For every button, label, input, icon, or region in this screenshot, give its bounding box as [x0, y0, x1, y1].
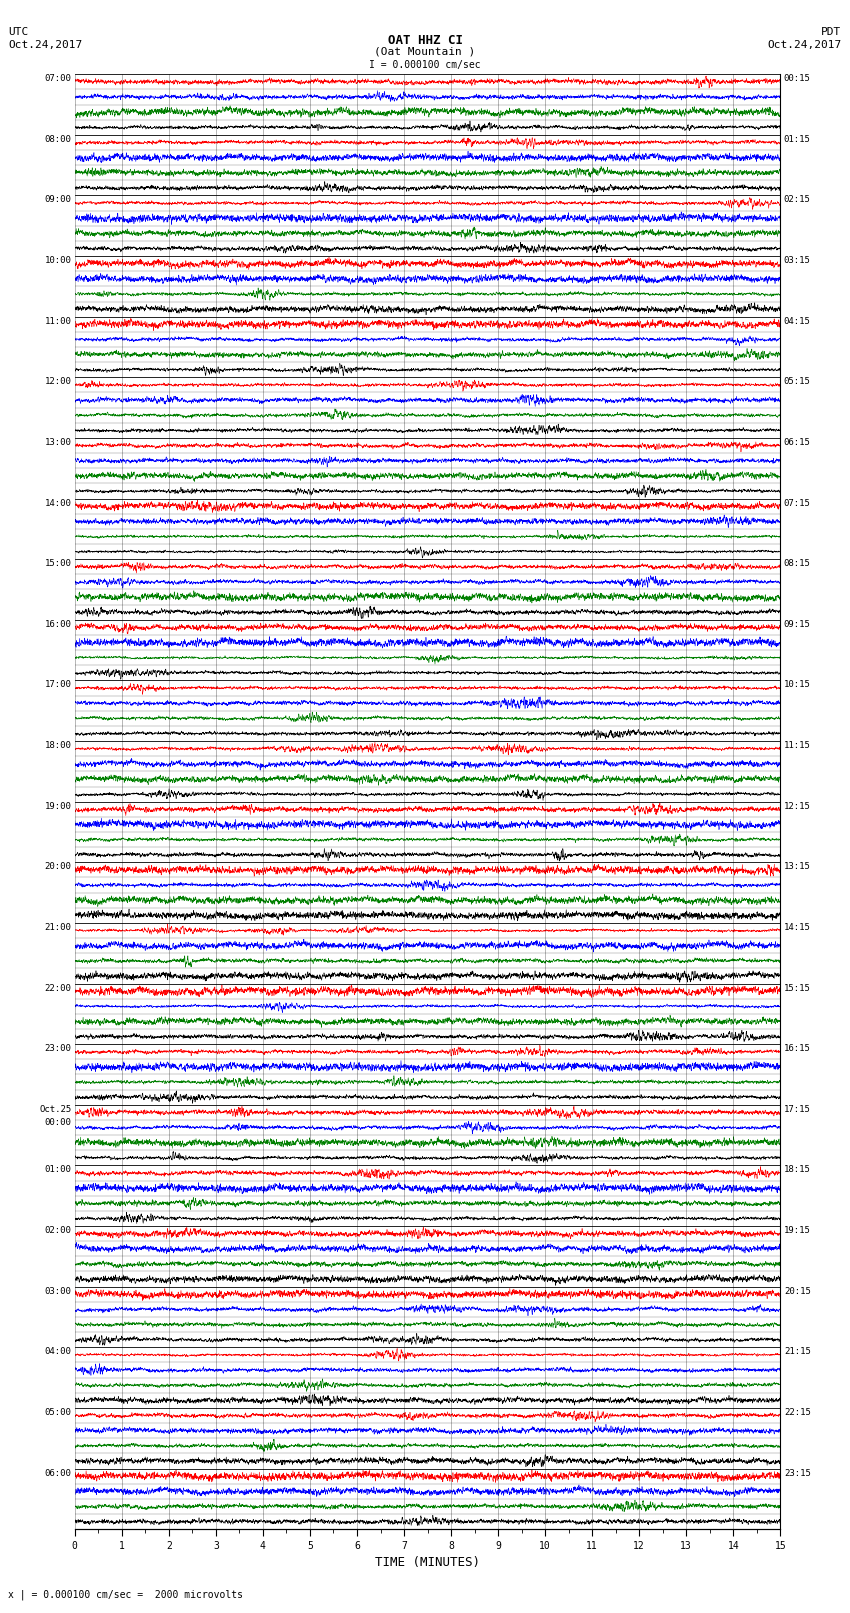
Text: 16:00: 16:00: [44, 619, 71, 629]
Text: 12:00: 12:00: [44, 377, 71, 386]
Text: 02:00: 02:00: [44, 1226, 71, 1236]
Text: 00:15: 00:15: [784, 74, 811, 84]
Text: 12:15: 12:15: [784, 802, 811, 811]
Text: 03:15: 03:15: [784, 256, 811, 265]
Text: 10:00: 10:00: [44, 256, 71, 265]
X-axis label: TIME (MINUTES): TIME (MINUTES): [375, 1557, 480, 1569]
Text: 15:00: 15:00: [44, 560, 71, 568]
Text: UTC: UTC: [8, 27, 29, 37]
Text: 09:15: 09:15: [784, 619, 811, 629]
Text: 07:00: 07:00: [44, 74, 71, 84]
Text: 05:15: 05:15: [784, 377, 811, 386]
Text: 04:00: 04:00: [44, 1347, 71, 1357]
Text: 08:15: 08:15: [784, 560, 811, 568]
Text: 18:15: 18:15: [784, 1165, 811, 1174]
Text: 14:00: 14:00: [44, 498, 71, 508]
Text: 21:00: 21:00: [44, 923, 71, 932]
Text: 21:15: 21:15: [784, 1347, 811, 1357]
Text: 07:15: 07:15: [784, 498, 811, 508]
Text: 17:15: 17:15: [784, 1105, 811, 1113]
Text: Oct.24,2017: Oct.24,2017: [8, 40, 82, 50]
Text: 10:15: 10:15: [784, 681, 811, 689]
Text: 06:00: 06:00: [44, 1468, 71, 1478]
Text: 23:15: 23:15: [784, 1468, 811, 1478]
Text: 23:00: 23:00: [44, 1044, 71, 1053]
Text: Oct.25: Oct.25: [39, 1105, 71, 1113]
Text: (Oat Mountain ): (Oat Mountain ): [374, 47, 476, 56]
Text: 01:00: 01:00: [44, 1165, 71, 1174]
Text: 08:00: 08:00: [44, 135, 71, 144]
Text: 20:00: 20:00: [44, 863, 71, 871]
Text: x | = 0.000100 cm/sec =  2000 microvolts: x | = 0.000100 cm/sec = 2000 microvolts: [8, 1589, 243, 1600]
Text: I = 0.000100 cm/sec: I = 0.000100 cm/sec: [369, 60, 481, 69]
Text: 17:00: 17:00: [44, 681, 71, 689]
Text: 15:15: 15:15: [784, 984, 811, 992]
Text: PDT: PDT: [821, 27, 842, 37]
Text: 00:00: 00:00: [44, 1118, 71, 1127]
Text: OAT HHZ CI: OAT HHZ CI: [388, 34, 462, 47]
Text: 06:15: 06:15: [784, 437, 811, 447]
Text: 11:00: 11:00: [44, 316, 71, 326]
Text: 20:15: 20:15: [784, 1287, 811, 1295]
Text: 22:15: 22:15: [784, 1408, 811, 1416]
Text: 13:00: 13:00: [44, 437, 71, 447]
Text: 13:15: 13:15: [784, 863, 811, 871]
Text: 19:00: 19:00: [44, 802, 71, 811]
Text: 04:15: 04:15: [784, 316, 811, 326]
Text: Oct.24,2017: Oct.24,2017: [768, 40, 842, 50]
Text: 11:15: 11:15: [784, 740, 811, 750]
Text: 19:15: 19:15: [784, 1226, 811, 1236]
Text: 16:15: 16:15: [784, 1044, 811, 1053]
Text: 09:00: 09:00: [44, 195, 71, 205]
Text: 01:15: 01:15: [784, 135, 811, 144]
Text: 22:00: 22:00: [44, 984, 71, 992]
Text: 05:00: 05:00: [44, 1408, 71, 1416]
Text: 18:00: 18:00: [44, 740, 71, 750]
Text: 02:15: 02:15: [784, 195, 811, 205]
Text: 14:15: 14:15: [784, 923, 811, 932]
Text: 03:00: 03:00: [44, 1287, 71, 1295]
